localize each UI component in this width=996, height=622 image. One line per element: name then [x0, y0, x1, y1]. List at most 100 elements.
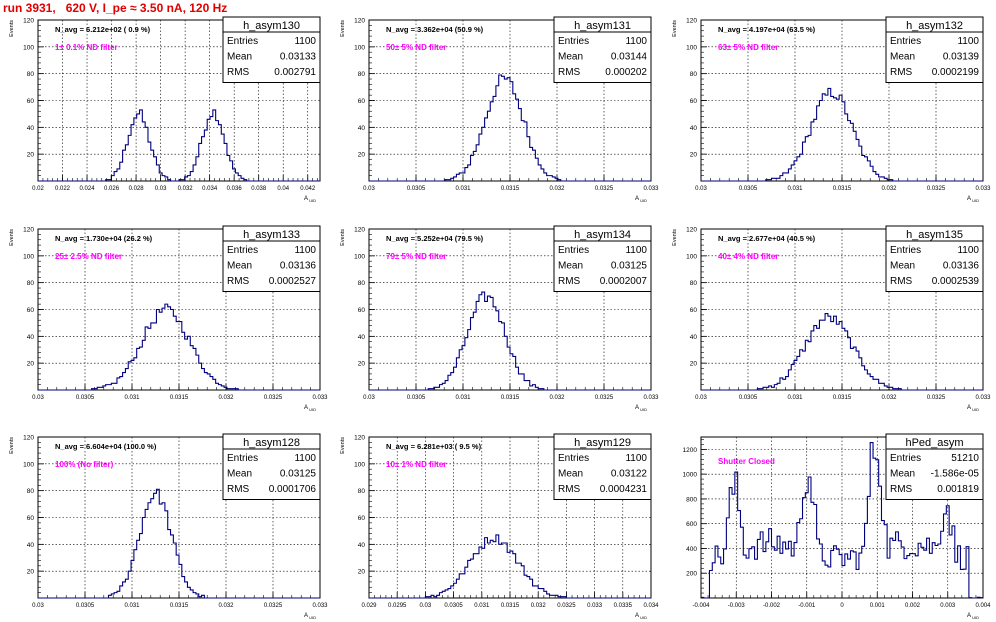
y-tick-label: 60 [358, 515, 366, 522]
histogram-panel-h_asym128: 20 40 60 80 100 120 0.03 0.0305 0.031 0.0315 0.032… [9, 433, 328, 620]
y-tick-label: 200 [686, 571, 697, 578]
y-tick-label: 20 [27, 361, 35, 368]
navg-label: N_avg = 1.730e+04 (26.2 %) [55, 234, 153, 243]
x-axis-subscript: UID [308, 615, 316, 620]
x-tick-label: 0.03 [695, 395, 707, 401]
x-axis-subscript: UID [308, 198, 316, 203]
navg-label: N_avg = 3.362e+04 (50.9 %) [386, 25, 484, 34]
stat-label: Mean [890, 469, 915, 480]
y-tick-label: 60 [358, 98, 366, 105]
y-axis-title: Events [672, 20, 678, 37]
histogram-panel-h_asym134: 20 40 60 80 100 120 0.03 0.0305 0.031 0.0315 0.032… [340, 225, 659, 412]
y-tick-label: 20 [358, 152, 366, 159]
y-tick-label: 100 [354, 461, 365, 468]
x-tick-label: 0.0325 [264, 603, 283, 609]
navg-label: N_avg = 6.281e+03 ( 9.5 %) [386, 442, 482, 451]
stat-label: Mean [227, 261, 252, 272]
navg-label: N_avg = 4.197e+04 (63.5 %) [718, 25, 816, 34]
histogram-title: h_asym128 [243, 437, 300, 449]
x-tick-label: 0.0315 [501, 186, 520, 192]
histogram-series-h_asym135 [701, 312, 983, 391]
y-axis-title: Events [340, 229, 346, 246]
histogram-title: h_asym132 [906, 20, 963, 32]
stat-value: 0.03144 [611, 52, 648, 63]
y-tick-label: 60 [358, 307, 366, 314]
navg-label: N_avg = 5.252e+04 (79.5 %) [386, 234, 484, 243]
histogram-series-hPed_asym [700, 442, 984, 599]
histogram-title: h_asym129 [574, 437, 631, 449]
x-tick-label: 0.029 [361, 603, 377, 609]
x-tick-label: 0 [840, 603, 844, 609]
y-tick-label: 100 [23, 44, 34, 51]
x-tick-label: 0.031 [787, 395, 803, 401]
stat-label: Mean [227, 469, 252, 480]
x-axis-title: A UID [635, 196, 647, 203]
x-tick-label: 0.032 [549, 395, 565, 401]
x-tick-label: 0.0315 [170, 395, 189, 401]
x-tick-label: 0.0335 [614, 603, 633, 609]
stats-box-frame [222, 225, 321, 292]
y-tick-label: 100 [23, 461, 34, 468]
x-tick-label: 0.03 [420, 603, 432, 609]
y-tick-label: 100 [23, 253, 34, 260]
y-tick-label: 20 [358, 361, 366, 368]
histogram-title: h_asym130 [243, 20, 300, 32]
stat-label: Mean [558, 261, 583, 272]
y-tick-label: 60 [690, 98, 698, 105]
x-axis-title: A UID [304, 196, 316, 203]
y-tick-label: 40 [358, 125, 366, 132]
stat-value: 1100 [625, 245, 647, 256]
x-tick-label: 0.032 [178, 186, 194, 192]
stats-box: h_asym134 Entries 1100 Mean 0.03125 RMS 0.0002… [553, 225, 652, 292]
x-axis-subscript: UID [639, 615, 647, 620]
histogram-series-h_asym132 [701, 87, 983, 182]
x-axis-subscript: UID [971, 407, 979, 412]
x-axis-title: A UID [635, 405, 647, 412]
histogram-panel-h_asym132: 20 40 60 80 100 120 0.03 0.0305 0.031 0.0315 0.032… [672, 16, 991, 203]
histogram-series-h_asym129 [369, 534, 651, 599]
stat-label: Mean [558, 52, 583, 63]
x-tick-label: -0.004 [692, 603, 710, 609]
stat-value: 0.03125 [280, 469, 317, 480]
stat-label: Entries [227, 245, 258, 256]
stats-box-frame [885, 433, 984, 500]
x-tick-label: 0.0315 [833, 395, 852, 401]
y-axis-title: Events [340, 437, 346, 454]
histogram-panel-h_asym129: 20 40 60 80 100 120 0.029 0.0295 0.03 0.0305 0.031… [340, 433, 659, 620]
y-tick-label: 60 [27, 98, 35, 105]
stat-value: 0.03133 [280, 52, 317, 63]
x-axis-title: A UID [635, 613, 647, 620]
y-tick-label: 60 [27, 307, 35, 314]
y-tick-label: 120 [23, 227, 34, 234]
x-tick-label: 0.031 [124, 603, 140, 609]
histogram-panel-h_asym135: 20 40 60 80 100 120 0.03 0.0305 0.031 0.0315 0.032… [672, 225, 991, 412]
stats-box: h_asym129 Entries 1100 Mean 0.03122 RMS 0.0004… [553, 433, 652, 500]
x-tick-label: 0.032 [881, 186, 897, 192]
x-axis-subscript: UID [639, 407, 647, 412]
x-axis-subscript: UID [308, 407, 316, 412]
stat-value: 0.0002199 [932, 67, 980, 78]
x-tick-label: 0.022 [55, 186, 71, 192]
x-tick-label: 0.0325 [264, 395, 283, 401]
stat-value: 1100 [625, 453, 647, 464]
stats-box-frame [553, 225, 652, 292]
stat-label: Mean [890, 261, 915, 272]
stat-label: RMS [558, 67, 581, 78]
stat-value: 0.0002527 [269, 276, 317, 287]
x-tick-label: 0.032 [881, 395, 897, 401]
stats-box-frame [222, 16, 321, 83]
x-tick-label: 0.0305 [739, 395, 758, 401]
x-tick-label: 0.033 [975, 395, 991, 401]
x-tick-label: 0.033 [587, 603, 603, 609]
x-tick-label: 0.033 [643, 395, 659, 401]
x-axis-title: A UID [967, 613, 979, 620]
histogram-title: h_asym135 [906, 229, 963, 241]
histogram-panel-h_asym133: 20 40 60 80 100 120 0.03 0.0305 0.031 0.0315 0.032… [9, 225, 328, 412]
y-tick-label: 1000 [683, 472, 698, 479]
x-tick-label: 0.003 [940, 603, 956, 609]
x-tick-label: 0.0325 [927, 395, 946, 401]
stat-label: RMS [890, 67, 913, 78]
y-tick-label: 80 [690, 71, 698, 78]
x-tick-label: 0.0305 [444, 603, 463, 609]
x-tick-label: 0.033 [975, 186, 991, 192]
